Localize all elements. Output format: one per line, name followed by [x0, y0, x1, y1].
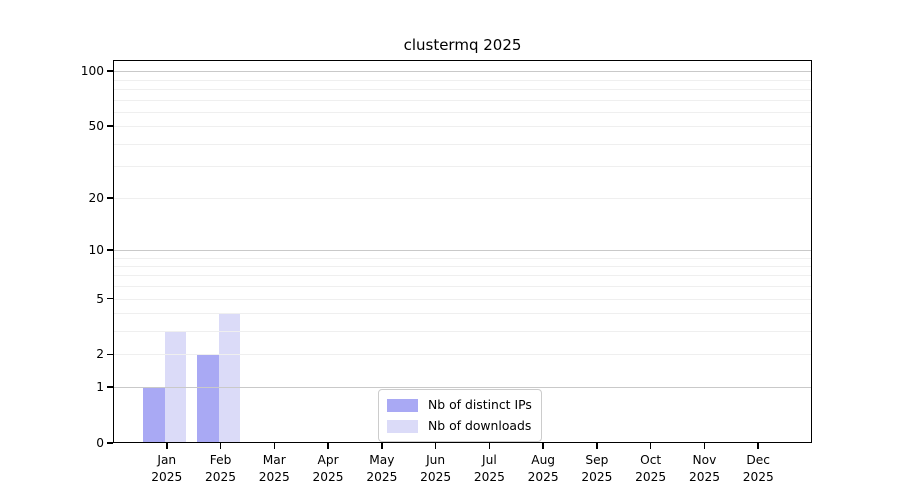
- gridline-minor: [113, 166, 812, 168]
- x-tick-mark: [649, 443, 652, 449]
- x-tick-label: Feb 2025: [205, 453, 237, 484]
- bar-downloads-feb: [218, 313, 240, 443]
- x-tick-label: Jan 2025: [151, 453, 183, 484]
- bar-downloads-jan: [164, 331, 187, 443]
- y-tick-label: 20: [88, 190, 104, 205]
- x-tick-label: Aug 2025: [527, 453, 559, 484]
- y-tick-label: 1: [96, 380, 104, 395]
- y-tick-label: 10: [88, 242, 104, 257]
- y-tick-mark: [107, 249, 113, 251]
- gridline-minor: [113, 79, 812, 81]
- legend-item: Nb of distinct IPs: [387, 397, 532, 413]
- gridline-major: [113, 249, 812, 251]
- x-tick-mark: [273, 443, 276, 449]
- x-tick-mark: [165, 443, 168, 449]
- y-tick-label: 2: [96, 347, 104, 362]
- y-tick-label: 50: [88, 119, 104, 134]
- legend-item: Nb of downloads: [387, 418, 532, 434]
- x-tick-label: May 2025: [366, 453, 398, 484]
- legend-swatch: [387, 419, 418, 433]
- x-tick-label: Nov 2025: [688, 453, 720, 484]
- gridline-minor: [113, 257, 812, 259]
- gridline-major: [113, 71, 812, 73]
- x-tick-label: Sep 2025: [581, 453, 613, 484]
- gridline-major: [113, 387, 812, 389]
- x-tick-label: Apr 2025: [312, 453, 344, 484]
- x-tick-mark: [542, 443, 544, 449]
- gridline-minor: [113, 88, 812, 90]
- gridline-minor: [113, 265, 812, 267]
- gridline-minor: [113, 143, 812, 145]
- x-tick-mark: [381, 443, 383, 449]
- gridline-minor: [113, 126, 812, 128]
- legend-swatch: [387, 398, 418, 412]
- x-tick-label: Dec 2025: [742, 453, 774, 484]
- bars-layer: [113, 60, 812, 443]
- gridline-minor: [113, 298, 812, 300]
- x-tick-label: Jul 2025: [473, 453, 505, 484]
- x-tick-mark: [327, 443, 329, 449]
- bar-distinct-ips-feb: [197, 354, 219, 443]
- gridline-minor: [113, 286, 812, 288]
- gridline-minor: [113, 313, 812, 315]
- x-tick-label: Jun 2025: [420, 453, 452, 484]
- legend-label: Nb of distinct IPs: [428, 397, 532, 412]
- gridline-minor: [113, 111, 812, 113]
- gridline-minor: [113, 354, 812, 356]
- legend-label: Nb of downloads: [428, 418, 532, 433]
- gridline-minor: [113, 99, 812, 101]
- x-tick-mark: [219, 443, 222, 449]
- y-tick-mark: [107, 297, 113, 300]
- y-tick-label: 0: [96, 436, 104, 450]
- x-tick-mark: [488, 443, 491, 449]
- x-tick-label: Oct 2025: [635, 453, 667, 484]
- gridline-minor: [113, 197, 812, 199]
- y-tick-mark: [107, 386, 113, 388]
- y-tick-mark: [107, 125, 113, 128]
- x-tick-mark: [434, 443, 437, 449]
- bar-distinct-ips-jan: [143, 387, 165, 443]
- legend: Nb of distinct IPs Nb of downloads: [378, 389, 542, 442]
- gridline-minor: [113, 331, 812, 333]
- y-tick-mark: [107, 353, 113, 356]
- x-tick-mark: [596, 443, 598, 449]
- chart-title: clustermq 2025: [403, 36, 522, 54]
- y-tick-mark: [107, 196, 113, 199]
- y-tick-mark: [107, 70, 113, 72]
- x-tick-mark: [757, 443, 760, 449]
- y-tick-label: 5: [96, 291, 104, 306]
- y-tick-mark: [107, 442, 113, 444]
- gridlines-layer: [113, 60, 812, 443]
- plot-area: Nb of distinct IPs Nb of downloads: [113, 60, 812, 443]
- y-tick-label: 100: [80, 64, 104, 79]
- x-tick-label: Mar 2025: [258, 453, 290, 484]
- gridline-minor: [113, 275, 812, 277]
- x-tick-mark: [703, 443, 706, 449]
